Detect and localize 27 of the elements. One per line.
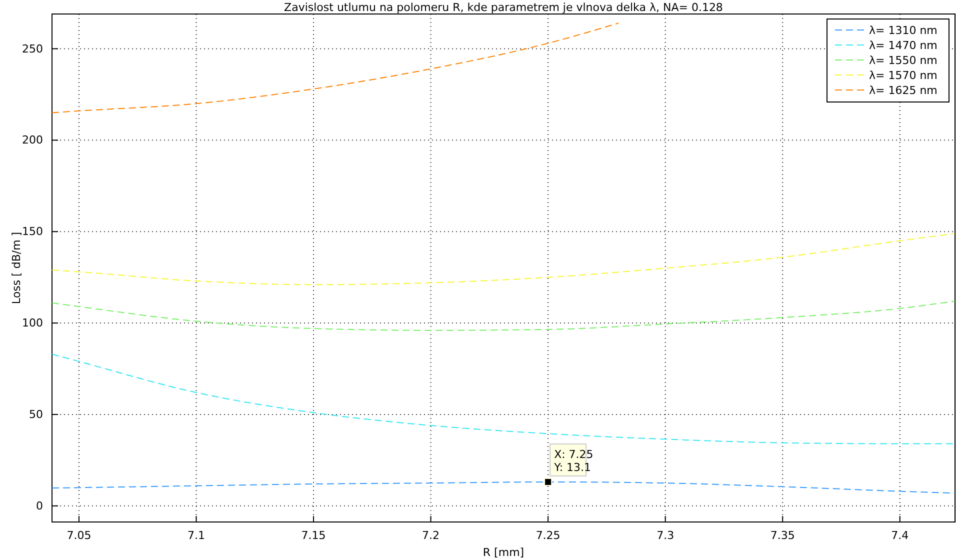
y-tick-label: 50: [29, 408, 43, 421]
x-tick-label: 7.1: [187, 528, 205, 542]
x-tick-label: 7.2: [422, 528, 440, 542]
y-tick-label: 250: [22, 42, 43, 56]
x-tick-label: 7.15: [301, 528, 326, 542]
y-axis-title: Loss [ dB/m ]: [10, 232, 23, 304]
line-series: [52, 354, 955, 444]
x-tick-label: 7.3: [656, 528, 674, 542]
y-tick-label: 0: [36, 499, 43, 512]
legend-label: λ= 1550 nm: [869, 54, 938, 67]
annotation: X: 7.25 Y: 13.1: [553, 448, 594, 474]
legend-label: λ= 1310 nm: [869, 24, 938, 37]
y-tick-label: 100: [22, 316, 43, 330]
y-tick-label: 200: [22, 134, 43, 147]
legend-label: λ= 1470 nm: [869, 39, 938, 52]
x-tick-label: 7.05: [66, 528, 92, 542]
line-series: [52, 22, 619, 114]
x-tick-label: 7.4: [891, 528, 909, 542]
chart-title: Zavislost utlumu na polomeru R, kde parametrem je vlnova delka λ, NA= 0.128: [284, 1, 723, 14]
x-axis-title: R [mm]: [482, 546, 524, 559]
line-series: [52, 300, 955, 331]
x-tick-label: 7.25: [536, 528, 560, 542]
line-series: [52, 232, 955, 286]
legend-label: λ= 1625 nm: [869, 84, 938, 97]
legend-label: λ= 1570 nm: [869, 69, 938, 82]
y-tick-label: 150: [22, 225, 43, 238]
x-tick-label: 7.35: [770, 528, 795, 542]
